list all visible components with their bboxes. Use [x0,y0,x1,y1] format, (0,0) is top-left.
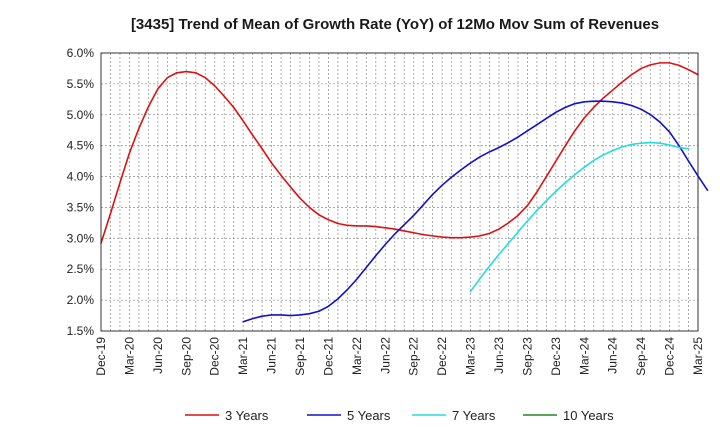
x-tick-label: Mar-24 [577,337,591,375]
plot-area [100,52,699,332]
x-tick-label: Sep-24 [634,337,648,376]
x-tick-label: Mar-21 [236,337,250,375]
y-tick-label: 5.0% [67,108,95,122]
series-line-5-years [242,100,709,323]
y-tick-label: 5.5% [67,77,95,91]
y-tick-label: 4.5% [67,139,95,153]
x-tick-label: Mar-23 [464,337,478,375]
legend-label-7-years: 7 Years [452,408,496,423]
x-tick-label: Sep-20 [179,337,193,376]
x-tick-label: Jun-20 [151,337,165,374]
x-tick-label: Dec-19 [94,337,108,376]
y-tick-label: 1.5% [67,324,95,338]
x-axis: Dec-19 Mar-20 Jun-20 Sep-20 Dec-20 Mar-21 Jun-… [94,337,705,376]
x-tick-label: Jun-22 [378,337,392,374]
legend: 3 Years 5 Years 7 Years 10 Years [185,408,614,423]
legend-label-10-years: 10 Years [563,408,614,423]
x-tick-label: Dec-23 [549,337,563,376]
y-tick-label: 3.0% [67,231,95,245]
y-tick-label: 6.0% [67,46,95,60]
x-tick-label: Sep-23 [520,337,534,376]
x-tick-label: Mar-22 [350,337,364,375]
x-tick-label: Jun-23 [492,337,506,374]
legend-label-3-years: 3 Years [225,408,269,423]
y-tick-label: 3.5% [67,200,95,214]
x-tick-label: Dec-24 [663,337,677,376]
series-line-7-years [469,141,690,293]
x-tick-label: Jun-21 [265,337,279,374]
y-tick-label: 2.0% [67,293,95,307]
legend-label-5-years: 5 Years [347,408,391,423]
series-group [100,62,709,323]
chart-title: [3435] Trend of Mean of Growth Rate (YoY… [131,16,659,33]
x-tick-label: Mar-25 [691,337,705,375]
y-tick-label: 4.0% [67,170,95,184]
y-tick-label: 2.5% [67,262,95,276]
x-tick-label: Jun-24 [606,337,620,374]
x-tick-label: Dec-20 [208,337,222,376]
x-tick-label: Dec-22 [435,337,449,376]
x-tick-label: Sep-21 [293,337,307,376]
x-tick-label: Mar-20 [122,337,136,375]
y-axis: 1.5% 2.0% 2.5% 3.0% 3.5% 4.0% 4.5% 5.0% 5.5% 6.0% [67,46,95,338]
x-tick-label: Sep-22 [407,337,421,376]
x-tick-label: Dec-21 [321,337,335,376]
